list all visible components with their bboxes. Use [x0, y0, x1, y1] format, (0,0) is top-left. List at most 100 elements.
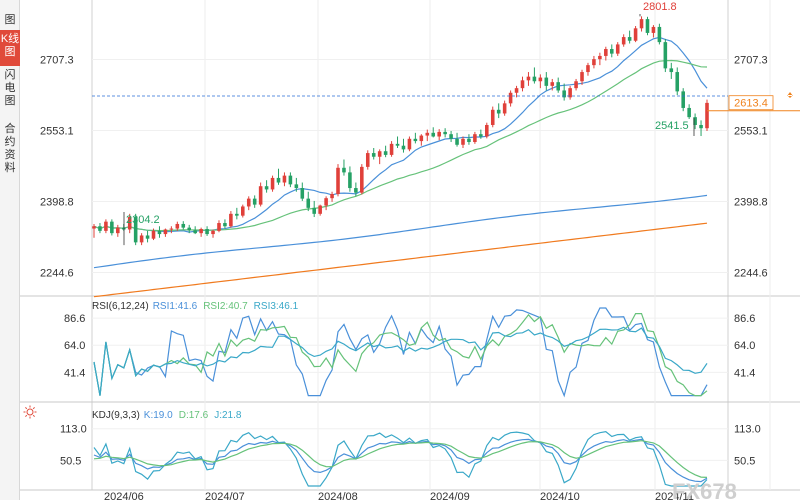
- candle-body: [306, 198, 311, 208]
- candle-body: [318, 205, 322, 214]
- kdj-y-tick-right: 50.5: [734, 455, 755, 467]
- candle-body: [621, 37, 626, 45]
- candle-body: [300, 188, 305, 199]
- price-arrow-icon: [787, 91, 793, 98]
- tab-contract-info[interactable]: 合约资料: [4, 123, 16, 174]
- candle-body: [473, 134, 477, 143]
- y-tick-left: 2553.1: [40, 125, 74, 137]
- ma-line-long: [93, 194, 708, 269]
- candle-body: [592, 59, 596, 66]
- kdj-header: KDJ(9,3,3) K:19.0 D:17.6 J:21.8: [92, 410, 242, 421]
- candle-body: [485, 124, 489, 137]
- candle-body: [467, 138, 471, 143]
- candle-body: [145, 235, 150, 239]
- candle-body: [163, 229, 168, 235]
- candle-body: [264, 186, 269, 190]
- candle-body: [110, 221, 114, 234]
- sidebar: 图 K线图 闪电图 合约资料: [0, 0, 20, 500]
- y-tick-right: 2553.1: [734, 125, 768, 137]
- high-price-label: 2801.8: [643, 1, 677, 13]
- candle-body: [413, 138, 418, 142]
- candle-body: [645, 19, 650, 33]
- candle-body: [687, 107, 691, 118]
- candle-body: [342, 167, 346, 173]
- candle-body: [175, 223, 180, 229]
- candle-body: [538, 77, 543, 82]
- rsi-header: RSI(6,12,24) RSI1:41.6 RSI2:40.7 RSI3:46.1: [92, 301, 299, 312]
- candle-body: [252, 198, 257, 205]
- rsi-y-tick-left: 41.4: [64, 367, 85, 379]
- candle-body: [633, 28, 638, 41]
- candle-body: [550, 82, 555, 86]
- candle-body: [407, 138, 412, 150]
- candle-body: [246, 198, 251, 207]
- candle-body: [116, 227, 120, 234]
- x-date-label: 2024/07: [205, 491, 245, 500]
- candle-body: [377, 151, 382, 157]
- gear-icon-ray: [25, 414, 28, 417]
- candle-body: [276, 177, 281, 183]
- candle-body: [139, 235, 144, 243]
- kdj-j-value: J:21.8: [214, 410, 242, 421]
- candle-body: [383, 151, 388, 155]
- candle-body: [336, 167, 340, 195]
- candle-body: [580, 72, 584, 82]
- candle-body: [425, 132, 430, 136]
- candle-body: [544, 77, 549, 86]
- candle-body: [395, 143, 400, 146]
- kdj-settings-icon[interactable]: [23, 405, 37, 419]
- kdj-y-tick-left: 113.0: [60, 424, 87, 436]
- candle-body: [127, 217, 132, 230]
- tab-chart[interactable]: 图: [4, 14, 16, 26]
- candle-body: [431, 132, 436, 137]
- candle-body: [419, 135, 424, 142]
- rsi3-value: RSI3:46.1: [254, 301, 299, 312]
- candle-body: [479, 134, 483, 137]
- candle-body: [401, 145, 406, 150]
- candle-body: [133, 217, 138, 243]
- candle-body: [455, 138, 459, 145]
- x-date-label: 2024/11: [655, 491, 694, 500]
- candle-body: [705, 102, 709, 129]
- candle-body: [675, 72, 680, 92]
- tab-kline[interactable]: K线图: [0, 30, 20, 66]
- tab-flash-chart[interactable]: 闪电图: [4, 69, 16, 107]
- candle-body: [514, 88, 519, 93]
- watermark-logo: FX678: [672, 479, 737, 500]
- candle-body: [217, 223, 221, 231]
- ma-line-medium: [93, 59, 708, 232]
- candle-body: [502, 103, 507, 114]
- kdj-j-line: [93, 430, 708, 487]
- x-date-label: 2024/08: [318, 491, 358, 500]
- candle-body: [294, 184, 299, 189]
- rsi3-line: [93, 326, 708, 396]
- gear-icon-ray: [32, 407, 35, 410]
- candle-body: [693, 117, 697, 125]
- candle-body: [348, 172, 352, 189]
- candle-body: [598, 55, 602, 60]
- candle-body: [288, 175, 293, 185]
- kdj-k-value: K:19.0: [144, 410, 173, 421]
- candle-body: [615, 44, 620, 54]
- candle-body: [205, 229, 209, 235]
- x-date-label: 2024/09: [430, 491, 470, 500]
- candle-body: [461, 138, 465, 145]
- y-tick-left: 2398.8: [40, 196, 74, 208]
- candle-body: [365, 153, 370, 167]
- kdj-y-tick-left: 50.5: [60, 455, 81, 467]
- y-tick-left: 2707.3: [40, 54, 74, 66]
- candle-body: [490, 109, 495, 125]
- candle-body: [568, 88, 572, 98]
- candle-body: [371, 153, 376, 157]
- candle-body: [229, 213, 233, 227]
- rsi1-line: [93, 307, 708, 398]
- candle-body: [669, 68, 674, 73]
- y-tick-right: 2244.6: [734, 267, 768, 279]
- candle-body: [586, 65, 590, 73]
- candle-body: [437, 131, 441, 137]
- candle-body: [508, 92, 513, 104]
- candle-body: [312, 207, 316, 214]
- y-tick-right: 2398.8: [734, 196, 768, 208]
- kdj-d-line: [93, 440, 708, 478]
